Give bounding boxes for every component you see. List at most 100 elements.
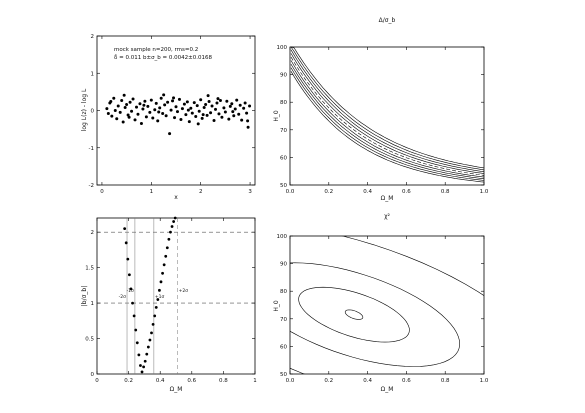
residual-point xyxy=(222,106,226,110)
panel-chi2-contour-lines xyxy=(290,236,484,374)
residual-point xyxy=(230,102,234,106)
residual-point xyxy=(133,118,137,122)
residual-point xyxy=(180,107,184,111)
panel-delta-y-tick-label: 50 xyxy=(280,183,287,189)
significance-point xyxy=(139,364,142,367)
delta-contour-line xyxy=(290,71,485,183)
residual-point xyxy=(194,114,198,118)
residual-point xyxy=(217,112,221,116)
panel-residuals: 0 1 2 3 -2 -1 0 1 2 mock sample n=200, rms=0.2 δ… xyxy=(81,34,256,201)
panel-delta-x-tick-label: 1.0 xyxy=(480,189,489,195)
panel-significance-reference-lines: -2σ-1σ +1σ +2σ xyxy=(97,218,255,374)
panel-chi2-ticks: 0.0 0.2 0.4 0.6 0.8 1.0 50 60 70 80 90 100 xyxy=(277,234,489,384)
residual-point xyxy=(182,102,186,106)
panel-residuals-y-label: log L(z) - log L xyxy=(81,88,88,131)
significance-point xyxy=(140,370,144,374)
significance-point xyxy=(158,288,161,292)
residual-point xyxy=(175,110,179,114)
residual-point xyxy=(174,105,178,109)
residual-point xyxy=(201,113,205,117)
panel-delta-y-tick-label: 100 xyxy=(277,45,288,51)
panel-significance-y-tick-label: 1 xyxy=(91,301,95,307)
significance-point xyxy=(132,314,136,318)
panel-significance-y-tick-label: 0.5 xyxy=(85,337,94,343)
significance-point xyxy=(159,280,163,284)
significance-point xyxy=(169,230,172,234)
chi2-contour-line xyxy=(344,309,364,320)
panel-delta-x-tick-label: 0.0 xyxy=(286,189,295,195)
residual-point xyxy=(240,118,244,122)
significance-point xyxy=(126,257,130,261)
significance-point xyxy=(170,225,174,228)
residual-point xyxy=(169,108,173,112)
panel-chi2-y-tick-label: 100 xyxy=(277,234,288,240)
panel-delta-x-tick-label: 0.6 xyxy=(402,189,411,195)
panel-chi2-contours: χ² 0.0 0.2 0.4 0.6 0.8 1.0 50 60 70 80 90 100 Ω_M H… xyxy=(273,213,489,393)
residual-point xyxy=(242,106,246,110)
panel-residuals-x-tick-label: 2 xyxy=(199,189,203,195)
significance-point xyxy=(161,271,164,275)
panel-chi2-x-tick-label: 0.4 xyxy=(363,378,372,384)
panel-residuals-x-tick-label: 3 xyxy=(248,189,252,195)
panel-residuals-points xyxy=(105,93,252,136)
residual-point xyxy=(248,104,252,108)
significance-point xyxy=(137,353,141,357)
residual-point xyxy=(209,111,213,115)
significance-point xyxy=(151,322,155,326)
residual-point xyxy=(138,102,142,106)
residual-point xyxy=(130,109,134,113)
residual-point xyxy=(121,120,125,124)
residual-point xyxy=(125,103,129,107)
residual-point xyxy=(153,108,157,112)
residual-point xyxy=(195,104,199,108)
residual-point xyxy=(146,104,150,108)
residual-point xyxy=(149,98,153,102)
residual-point xyxy=(135,105,138,109)
residual-point xyxy=(171,99,175,103)
residual-point xyxy=(148,110,152,114)
residual-point xyxy=(186,108,190,112)
panel-significance-y-tick-label: 0 xyxy=(91,372,95,378)
significance-point xyxy=(150,331,153,335)
residual-point xyxy=(157,110,161,114)
panel-chi2-y-tick-label: 60 xyxy=(280,344,287,350)
panel-significance-y-tick-label: 2 xyxy=(91,230,95,236)
panel-residuals-y-tick-label: -2 xyxy=(89,183,94,189)
panel-delta-x-label: Ω_M xyxy=(381,195,394,202)
panel-delta-y-tick-label: 60 xyxy=(280,155,287,161)
panel-residuals-y-tick-label: 0 xyxy=(91,109,95,115)
residual-point xyxy=(142,103,146,107)
panel-significance-y-tick-label: 1.5 xyxy=(85,266,94,272)
panel-significance-x-tick-label: 0.8 xyxy=(219,378,228,384)
panel-delta-frame xyxy=(289,46,485,186)
residual-point xyxy=(246,119,250,123)
significance-point xyxy=(143,359,147,363)
residual-point xyxy=(127,115,131,119)
significance-point xyxy=(148,338,152,342)
panel-significance-x-tick-label: 0.6 xyxy=(187,378,196,384)
sigma-vline-label: +2σ xyxy=(179,288,189,294)
residual-point xyxy=(159,96,163,100)
panel-significance-x-tick-label: 1 xyxy=(253,378,257,384)
chi2-contour-line xyxy=(298,286,410,343)
significance-point xyxy=(124,241,128,245)
residual-point xyxy=(106,111,110,115)
delta-contour-line xyxy=(290,46,485,169)
panel-significance-ticks: 0 0.2 0.4 0.6 0.8 1 0 0.5 1 1.5 2 xyxy=(85,218,257,384)
residual-point xyxy=(113,109,117,112)
residual-point xyxy=(214,107,217,111)
panel-delta-title: Δ/σ_b xyxy=(379,17,396,24)
residual-point xyxy=(166,100,170,104)
residual-point xyxy=(212,119,216,123)
residual-point xyxy=(156,119,160,123)
panel-chi2-title: χ² xyxy=(384,213,390,220)
panel-chi2-y-tick-label: 90 xyxy=(280,262,287,268)
residual-point xyxy=(128,100,132,104)
panel-significance-y-label: |b/σ_b| xyxy=(81,286,88,306)
residual-point xyxy=(105,107,109,111)
residual-point xyxy=(228,104,232,108)
panel-significance-x-label: Ω_M xyxy=(170,386,183,393)
residual-point xyxy=(218,98,222,102)
significance-point xyxy=(156,298,160,301)
